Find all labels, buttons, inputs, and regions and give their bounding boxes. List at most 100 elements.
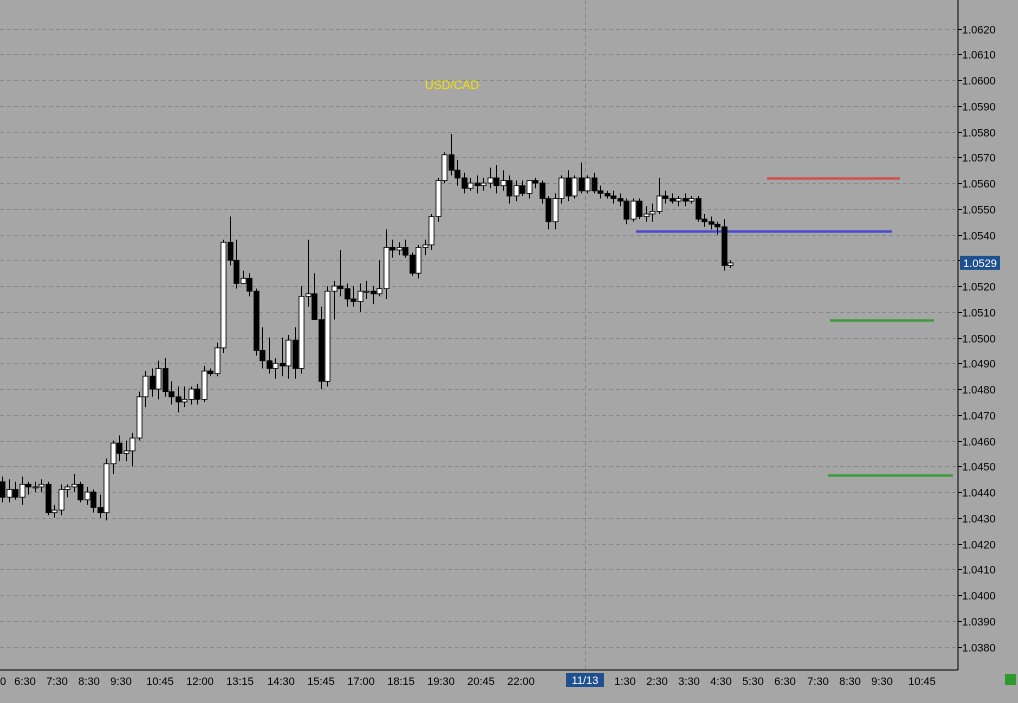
candle xyxy=(285,335,292,379)
candle-body xyxy=(350,298,357,302)
candle-body xyxy=(240,277,247,284)
candle xyxy=(649,203,656,222)
candle-body xyxy=(337,285,344,290)
candle-body xyxy=(90,491,97,508)
y-tick-label: 1.0550 xyxy=(962,205,996,217)
candle-body xyxy=(714,223,721,228)
candle-body xyxy=(623,200,630,220)
candle xyxy=(123,440,130,462)
candle xyxy=(51,504,58,518)
candle xyxy=(487,167,494,189)
candle-body xyxy=(643,213,650,217)
grid-lines xyxy=(0,0,958,670)
candle-body xyxy=(77,483,84,501)
candle xyxy=(58,484,65,516)
x-tick-label: 6:30 xyxy=(14,676,35,688)
x-tick-label: 13:15 xyxy=(226,676,254,688)
candle-body xyxy=(688,198,695,202)
candle-body xyxy=(318,319,325,382)
candle xyxy=(175,386,182,413)
candle-body xyxy=(675,198,682,202)
candle-body xyxy=(363,290,370,293)
candle-body xyxy=(259,350,266,362)
candle-body xyxy=(435,180,442,217)
candle xyxy=(474,175,481,194)
candle-body xyxy=(701,218,708,223)
candle xyxy=(389,239,396,258)
candle xyxy=(110,440,117,475)
candle xyxy=(480,177,487,191)
candle xyxy=(220,239,227,354)
candle-body xyxy=(103,463,110,514)
candle xyxy=(396,242,403,256)
candle xyxy=(383,229,390,299)
candle xyxy=(467,177,474,191)
candle-body xyxy=(214,347,221,375)
candle xyxy=(656,177,663,214)
candle-body xyxy=(415,247,422,274)
y-tick-label: 1.0560 xyxy=(962,179,996,191)
candle xyxy=(363,280,370,299)
y-tick-label: 1.0520 xyxy=(962,282,996,294)
candle xyxy=(370,286,377,305)
candle xyxy=(409,252,416,276)
candle-body xyxy=(532,180,539,184)
candle-body xyxy=(181,398,188,403)
candle xyxy=(591,172,598,194)
candle-body xyxy=(324,290,331,382)
x-tick-label: 10:45 xyxy=(146,676,174,688)
candle xyxy=(643,206,650,222)
candle xyxy=(435,177,442,222)
candle-body xyxy=(565,177,572,197)
candle-body xyxy=(110,442,117,465)
candle-body xyxy=(246,277,253,292)
candle-body xyxy=(136,396,143,439)
candle xyxy=(318,306,325,390)
chart-title: USD/CAD xyxy=(425,78,479,92)
candle-body xyxy=(149,375,156,390)
candle xyxy=(344,283,351,307)
candle-body xyxy=(519,185,526,194)
candle-body xyxy=(428,216,435,246)
candle-body xyxy=(513,185,520,197)
candle xyxy=(298,286,305,374)
x-tick-label: 14:30 xyxy=(267,676,295,688)
candle-body xyxy=(480,182,487,187)
candle-body xyxy=(402,247,409,256)
candle xyxy=(227,216,234,266)
candle xyxy=(233,239,240,289)
candle-body xyxy=(630,200,637,220)
candle-body xyxy=(467,182,474,189)
candle xyxy=(675,195,682,207)
last-price-tag-text: 1.0529 xyxy=(963,258,997,270)
x-tick-label: 7:30 xyxy=(46,676,67,688)
candle xyxy=(636,198,643,220)
candle xyxy=(155,360,162,400)
candle-body xyxy=(448,154,455,171)
candle xyxy=(708,216,715,230)
candle xyxy=(578,162,585,194)
x-tick-label: 5:30 xyxy=(742,676,763,688)
candle-body xyxy=(233,259,240,284)
x-tick-label: 11/13 xyxy=(572,675,599,687)
candle xyxy=(662,190,669,204)
candle-body xyxy=(545,198,552,223)
x-tick-label: 7:30 xyxy=(807,676,828,688)
y-tick-label: 1.0610 xyxy=(962,50,996,62)
candle xyxy=(500,170,507,191)
candle xyxy=(552,193,559,230)
y-tick-label: 1.0580 xyxy=(962,128,996,140)
candle-body xyxy=(422,244,429,248)
candle xyxy=(402,239,409,258)
candle-body xyxy=(32,486,39,489)
y-tick-label: 1.0430 xyxy=(962,514,996,526)
y-tick-label: 1.0480 xyxy=(962,385,996,397)
candle xyxy=(324,286,331,387)
candle-body xyxy=(266,360,273,369)
y-tick-label: 1.0590 xyxy=(962,102,996,114)
candle-body xyxy=(142,375,149,398)
candle-body xyxy=(493,177,500,187)
candle-body xyxy=(396,247,403,251)
candle xyxy=(142,371,149,408)
